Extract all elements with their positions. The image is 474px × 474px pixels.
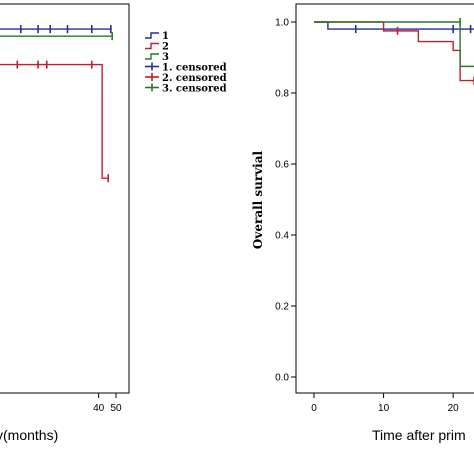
x-tick-label: 20 — [448, 403, 460, 414]
right-series-group — [314, 18, 474, 85]
y-tick-label: 0.6 — [275, 160, 289, 171]
left-survival-plot: 40 50 y(months) — [0, 3, 130, 443]
y-tick-label: 1.0 — [275, 18, 289, 29]
legend-swatch-3 — [145, 53, 159, 60]
x-tick-label: 0 — [311, 403, 317, 414]
x-tick-label: 10 — [378, 403, 390, 414]
left-series-group — [0, 25, 113, 183]
right-y-axis-title: Overall survial — [251, 151, 265, 250]
legend-label: 2. censored — [162, 73, 227, 84]
right-survival-plot: 0 10 200.00.20.40.60.81.0 Overall survial … — [251, 3, 474, 443]
left-x-ticks: 40 50 — [93, 393, 122, 414]
y-tick-label: 0.0 — [275, 373, 289, 384]
left-x-axis-title: y(months) — [0, 427, 58, 443]
legend-swatch-1 — [145, 32, 159, 39]
right-x-axis-title: Time after prim — [372, 427, 466, 443]
series-3-line — [314, 21, 474, 68]
left-plot-frame — [0, 3, 130, 394]
y-tick-label: 0.2 — [275, 302, 289, 313]
legend-swatch-2 — [145, 42, 159, 50]
legend-label: 2 — [162, 42, 169, 53]
legend-label: 3 — [162, 52, 169, 63]
right-axis-ticks: 0 10 20 0.0 0.2 0.4 0.6 0.8 1.0 — [275, 18, 459, 415]
x-tick-label: 40 — [93, 403, 105, 414]
legend-label: 1. censored — [162, 63, 227, 74]
right-plot-frame — [295, 3, 474, 394]
series-2-line — [0, 63, 110, 179]
legend-label: 3. censored — [162, 84, 227, 95]
legend-label: 1 — [162, 31, 169, 42]
y-tick-label: 0.4 — [275, 231, 289, 242]
x-tick-label: 50 — [110, 403, 122, 414]
y-tick-label: 0.8 — [275, 89, 289, 100]
